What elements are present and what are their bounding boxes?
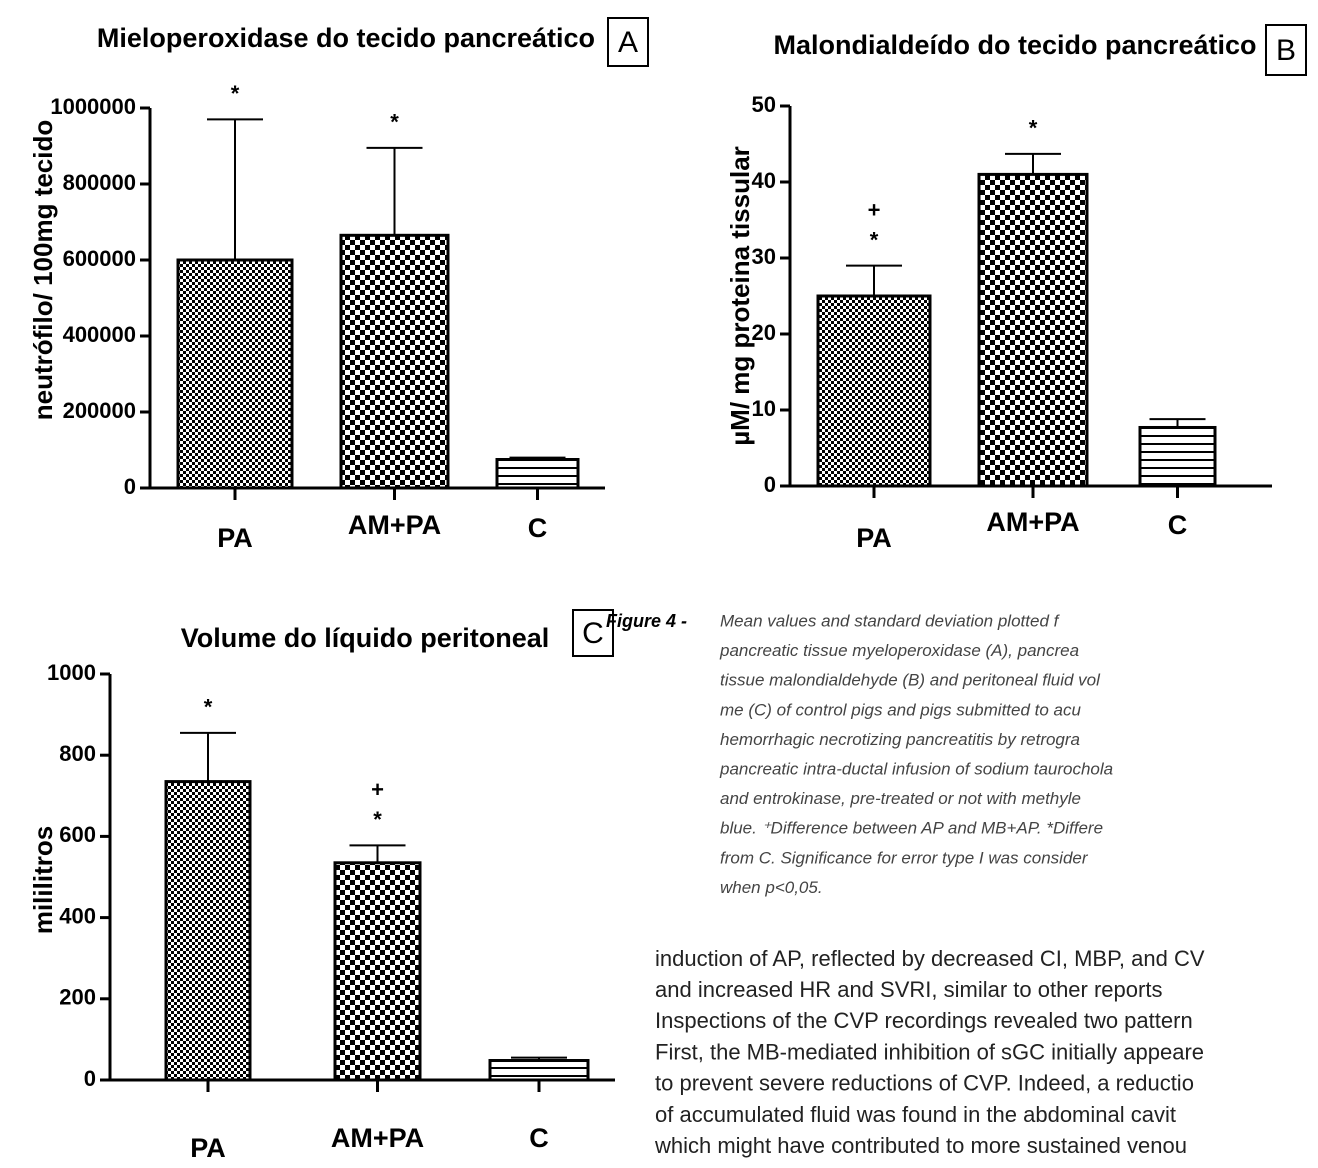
- significance-marker: *: [1029, 116, 1038, 141]
- error-bar: [207, 118, 263, 260]
- x-tick-label: AM+PA: [348, 510, 441, 540]
- y-tick-label: 50: [752, 92, 776, 117]
- y-tick-label: 200: [59, 985, 96, 1010]
- body-line: which might have contributed to more sus…: [654, 1133, 1187, 1158]
- error-bar: [366, 146, 423, 236]
- chart-title: Mieloperoxidase do tecido pancreático: [97, 23, 595, 53]
- y-axis-label: µM/ mg proteina tissular: [725, 146, 755, 446]
- y-tick-label: 400: [59, 903, 96, 928]
- y-tick-label: 0: [764, 472, 776, 497]
- caption-label: Figure 4 -: [606, 611, 687, 631]
- error-bar: [846, 264, 902, 296]
- bar: [339, 233, 450, 490]
- chart-title: Malondialdeído do tecido pancreático: [773, 30, 1256, 60]
- x-tick-label: PA: [217, 523, 253, 553]
- y-tick-label: 200000: [63, 398, 136, 423]
- panel-box: [572, 609, 614, 657]
- y-tick-label: 40: [752, 168, 776, 193]
- y-tick-label: 1000: [47, 660, 96, 685]
- y-axis-label: mililitros: [28, 826, 58, 934]
- y-tick-label: 400000: [63, 322, 136, 347]
- chart-title: Volume do líquido peritoneal: [181, 623, 550, 653]
- error-bar: [180, 731, 236, 782]
- caption-line: pancreatic tissue myeloperoxidase (A), p…: [719, 641, 1079, 660]
- y-tick-label: 0: [84, 1066, 96, 1091]
- significance-marker: *: [390, 110, 399, 135]
- significance-marker: +: [868, 197, 881, 222]
- y-tick-label: 30: [752, 244, 776, 269]
- panel-label: C: [582, 617, 604, 650]
- body-line: induction of AP, reflected by decreased …: [655, 946, 1205, 971]
- bar: [176, 258, 294, 490]
- significance-marker: *: [870, 227, 879, 252]
- caption-line: Mean values and standard deviation plott…: [720, 611, 1061, 630]
- bar: [488, 1059, 590, 1082]
- y-tick-label: 600000: [63, 246, 136, 271]
- bar: [977, 172, 1089, 488]
- x-tick-label: C: [529, 1123, 549, 1153]
- significance-marker: *: [204, 695, 213, 720]
- significance-marker: *: [373, 807, 382, 832]
- y-tick-label: 1000000: [50, 94, 136, 119]
- x-tick-label: AM+PA: [331, 1123, 424, 1153]
- y-axis-label: neutrófilo/ 100mg tecido: [28, 120, 58, 421]
- caption-line: tissue malondialdehyde (B) and peritonea…: [720, 671, 1101, 690]
- caption-line: pancreatic intra-ductal infusion of sodi…: [719, 759, 1113, 778]
- x-tick-label: PA: [190, 1133, 226, 1163]
- caption-line: hemorrhagic necrotizing pancreatitis by …: [720, 730, 1080, 749]
- y-tick-label: 800: [59, 741, 96, 766]
- caption-line: and entrokinase, pre-treated or not with…: [720, 789, 1081, 808]
- panel-box: [607, 17, 649, 67]
- significance-marker: *: [231, 81, 240, 106]
- y-tick-label: 20: [752, 320, 776, 345]
- y-tick-label: 0: [124, 474, 136, 499]
- x-tick-label: C: [528, 513, 548, 543]
- y-tick-label: 10: [752, 396, 776, 421]
- x-tick-label: PA: [856, 523, 892, 553]
- bar: [333, 861, 422, 1082]
- caption-line: blue. ⁺Difference between AP and MB+AP. …: [720, 819, 1103, 838]
- x-tick-label: AM+PA: [986, 507, 1079, 537]
- caption-line: when p<0,05.: [720, 878, 823, 897]
- body-line: First, the MB-mediated inhibition of sGC…: [655, 1039, 1204, 1064]
- x-tick-label: C: [1168, 510, 1188, 540]
- y-tick-label: 800000: [63, 170, 136, 195]
- error-bar: [1005, 152, 1061, 175]
- bar: [816, 294, 932, 488]
- caption-line: from C. Significance for error type I wa…: [720, 848, 1089, 867]
- error-bar: [349, 844, 406, 863]
- body-line: to prevent severe reductions of CVP. Ind…: [655, 1071, 1194, 1096]
- y-tick-label: 600: [59, 822, 96, 847]
- bar: [164, 780, 252, 1082]
- body-line: Inspections of the CVP recordings reveal…: [655, 1008, 1193, 1033]
- panel-label: A: [618, 26, 638, 59]
- caption-line: me (C) of control pigs and pigs submitte…: [720, 700, 1081, 719]
- body-line: and increased HR and SVRI, similar to ot…: [655, 977, 1162, 1002]
- bar: [1138, 425, 1217, 488]
- body-line: of accumulated fluid was found in the ab…: [655, 1102, 1176, 1127]
- significance-marker: +: [371, 777, 384, 802]
- panel-box: [1265, 24, 1307, 76]
- panel-label: B: [1276, 34, 1296, 67]
- bar: [495, 458, 580, 490]
